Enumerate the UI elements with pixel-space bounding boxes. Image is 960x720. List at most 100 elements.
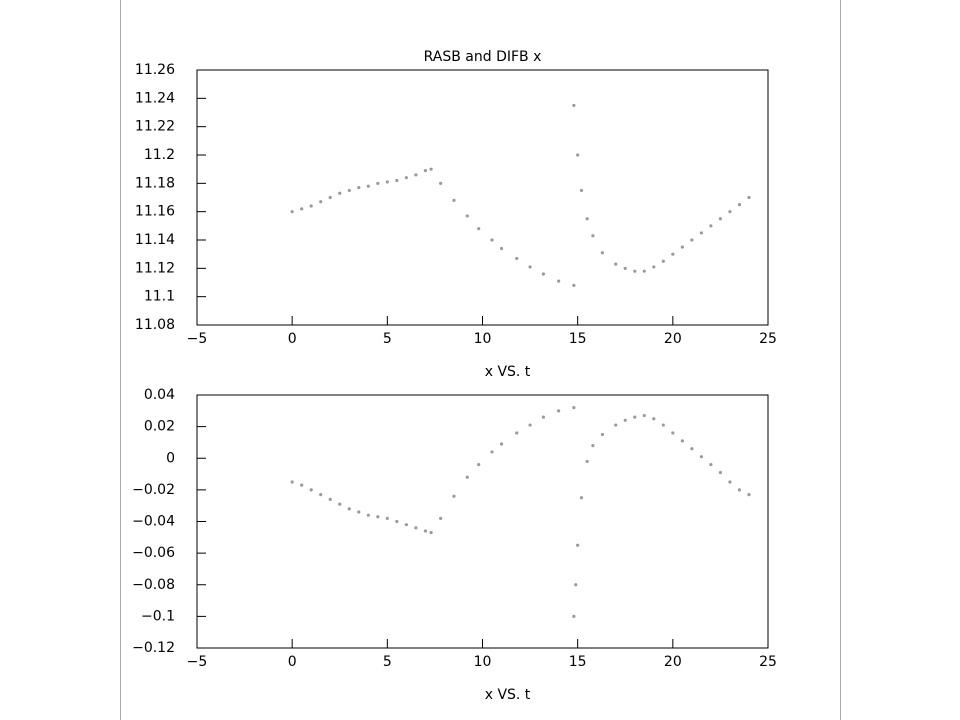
data-point [585, 217, 589, 221]
data-point [366, 184, 370, 188]
data-point [404, 523, 408, 527]
data-point [414, 173, 418, 177]
data-point [661, 259, 665, 263]
data-point [747, 195, 751, 200]
data-point [290, 210, 294, 214]
data-point [699, 455, 703, 459]
data-point [747, 493, 751, 497]
data-point [572, 406, 576, 410]
data-point [528, 423, 532, 427]
data-point [579, 496, 584, 500]
data-point [300, 207, 304, 211]
data-point [477, 462, 481, 467]
data-point [300, 483, 304, 487]
y-tick-label: 11.26 [135, 62, 175, 78]
data-point [709, 224, 713, 228]
data-point [357, 510, 361, 514]
data-point [633, 269, 637, 273]
data-point [572, 614, 576, 618]
data-point [376, 181, 380, 185]
y-tick-label: 11.14 [135, 232, 175, 248]
data-point [591, 444, 595, 448]
data-point [347, 188, 351, 193]
x-tick-label: 20 [664, 654, 682, 670]
x-tick-label: 15 [569, 654, 587, 670]
data-point [652, 417, 656, 421]
data-point [499, 442, 504, 446]
y-tick-label: −0.02 [132, 482, 175, 498]
data-point [728, 210, 732, 214]
data-point [319, 200, 323, 204]
data-point [452, 198, 456, 202]
y-tick-label: 11.08 [135, 317, 175, 333]
data-point [680, 245, 684, 249]
data-point [385, 180, 389, 184]
data-point [465, 214, 469, 218]
data-point [574, 583, 578, 587]
data-point [600, 251, 605, 255]
data-point [737, 202, 742, 207]
data-point [600, 432, 605, 437]
data-point [579, 188, 584, 193]
data-point [490, 450, 494, 454]
data-point [395, 178, 399, 183]
data-point [338, 191, 342, 195]
y-tick-label: −0.08 [132, 577, 175, 593]
data-point [515, 431, 519, 435]
data-point [541, 272, 546, 276]
data-point [614, 262, 618, 266]
data-point [465, 475, 469, 479]
data-point [439, 516, 443, 520]
data-point [709, 462, 713, 467]
data-point [699, 231, 703, 235]
x-tick-label: 5 [383, 654, 392, 670]
data-point [680, 439, 684, 443]
data-point [671, 252, 675, 256]
data-point [661, 423, 665, 427]
data-point [490, 238, 494, 242]
data-point [718, 470, 723, 475]
y-tick-label: 0.02 [144, 419, 175, 435]
data-point [376, 515, 380, 519]
data-point [541, 415, 546, 419]
data-point [576, 543, 580, 547]
data-point [623, 418, 627, 422]
data-point [338, 502, 342, 506]
data-point [728, 480, 732, 484]
data-point [557, 279, 561, 283]
data-point [642, 269, 646, 273]
data-point [614, 423, 618, 427]
data-point [414, 526, 418, 530]
data-point [290, 480, 294, 484]
data-point [366, 513, 370, 517]
data-point [439, 181, 443, 185]
data-point [309, 488, 313, 492]
x-tick-label: 10 [474, 331, 492, 347]
y-tick-label: −0.12 [132, 640, 175, 656]
data-point [404, 176, 408, 180]
plot-frame [196, 69, 769, 326]
plot-frame [196, 394, 769, 649]
x-tick-label: 15 [569, 331, 587, 347]
y-tick-label: 11.22 [135, 119, 175, 135]
x-tick-label: 10 [474, 654, 492, 670]
data-point [429, 530, 433, 535]
data-point [576, 153, 580, 157]
data-point [591, 234, 595, 238]
y-tick-label: 0 [166, 450, 175, 466]
data-point [690, 238, 694, 242]
data-point [357, 185, 361, 190]
data-point [385, 516, 389, 520]
x-tick-label: 25 [759, 654, 777, 670]
x-tick-label: −5 [187, 654, 208, 670]
data-point [423, 529, 427, 533]
data-point [515, 256, 519, 261]
y-tick-label: 11.2 [144, 147, 175, 163]
data-point [642, 413, 646, 418]
data-point [623, 266, 627, 270]
data-point [452, 494, 456, 498]
y-tick-label: −0.04 [132, 514, 175, 530]
data-point [395, 519, 399, 524]
x-axis-label: x VS. t [485, 687, 531, 703]
